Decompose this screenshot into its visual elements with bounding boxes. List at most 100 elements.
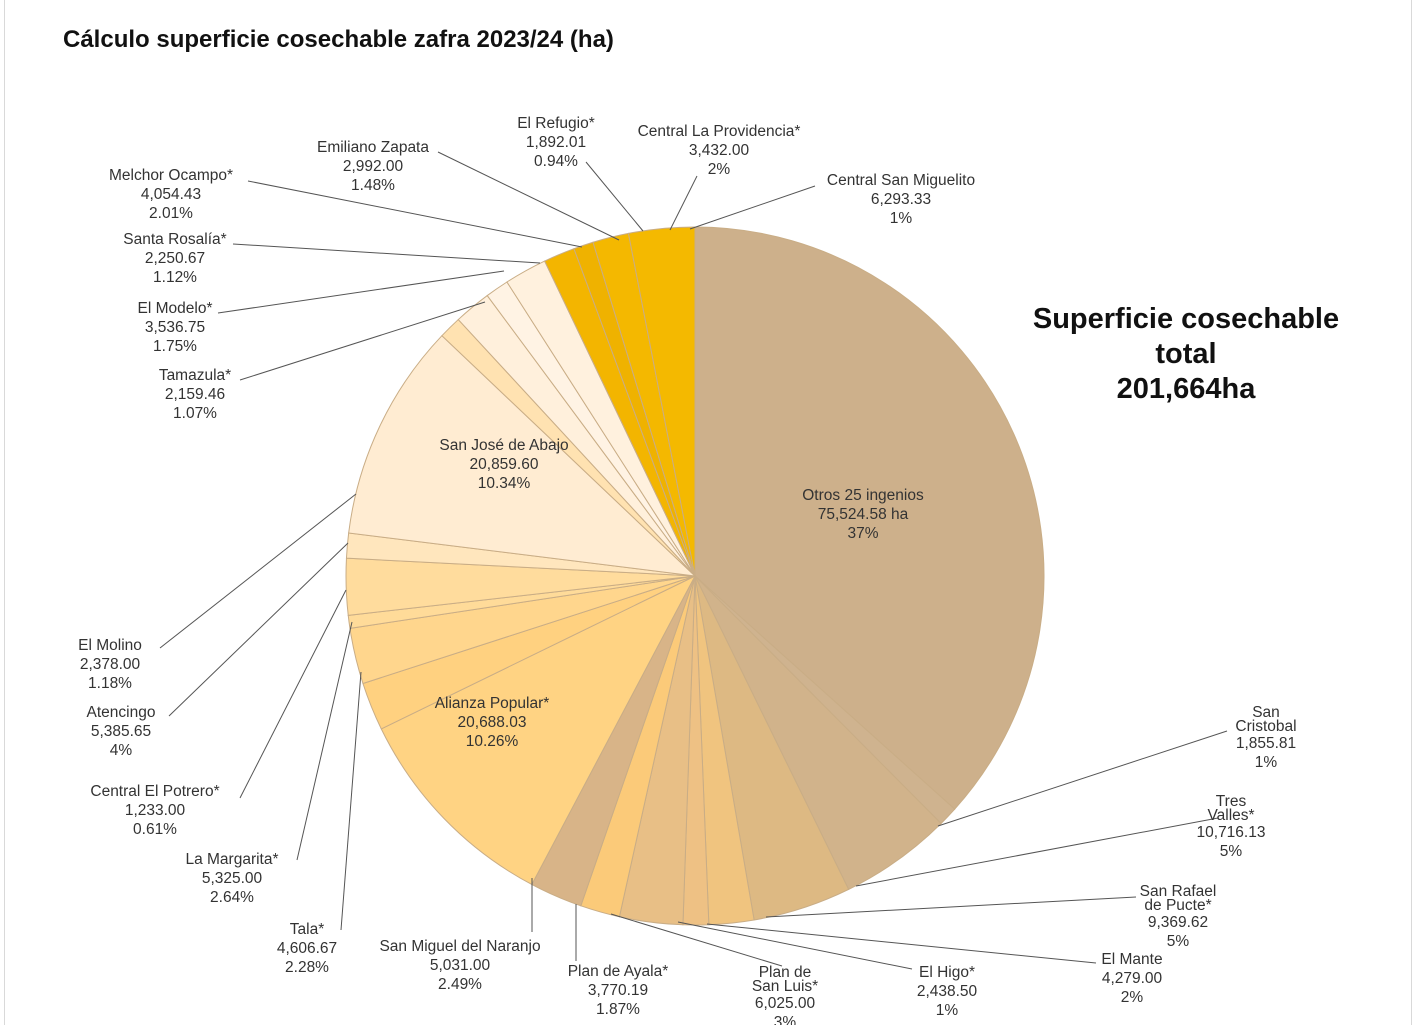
- slice-label-plan-de-ayala: Plan de Ayala* 3,770.19 1.87%: [568, 963, 669, 1018]
- slice-share-plan-de-san-luis: 3%: [774, 1014, 797, 1025]
- slice-value-el-modelo: 3,536.75: [145, 319, 205, 336]
- slice-share-emiliano-zapata: 1.48%: [351, 177, 395, 194]
- slice-label-el-molino: El Molino 2,378.00 1.18%: [78, 637, 142, 692]
- slice-name-plan-de-ayala: Plan de Ayala*: [568, 963, 669, 980]
- slice-share-la-margarita: 2.64%: [210, 889, 254, 906]
- slice-label-alianza-popular: Alianza Popular* 20,688.03 10.26%: [435, 695, 550, 750]
- slice-name-el-mante: El Mante: [1101, 951, 1162, 968]
- slice-name-atencingo: Atencingo: [87, 704, 156, 721]
- slice-share-el-mante: 2%: [1121, 989, 1144, 1006]
- slice-share-tala: 2.28%: [285, 959, 329, 976]
- slice-value-plan-de-ayala: 3,770.19: [588, 982, 648, 999]
- slice-name-tres-valles: Valles*: [1207, 807, 1254, 824]
- slice-name-san-rafael-de-pucte: de Pucte*: [1144, 897, 1211, 914]
- leader-line-central-el-potrero: [239, 589, 347, 799]
- leader-line-tres-valles: [855, 817, 1219, 887]
- slice-name-san-rafael-de-pucte: San Rafael: [1140, 883, 1217, 900]
- slice-name-el-refugio: El Refugio*: [517, 115, 595, 132]
- slice-name-san-cristobal: Cristobal: [1235, 718, 1296, 735]
- slice-value-santa-rosalia: 2,250.67: [145, 250, 205, 267]
- slice-name-otros-25-ingenios: Otros 25 ingenios: [802, 487, 924, 504]
- slice-share-san-cristobal: 1%: [1255, 754, 1278, 771]
- slice-value-central-el-potrero: 1,233.00: [125, 802, 186, 819]
- leader-line-el-refugio: [585, 161, 644, 232]
- leader-line-el-mante: [706, 923, 1097, 964]
- leader-line-el-higo: [677, 921, 913, 970]
- slice-share-el-modelo: 1.75%: [153, 338, 197, 355]
- slice-label-el-higo: El Higo* 2,438.50 1%: [917, 964, 978, 1019]
- slice-share-san-rafael-de-pucte: 5%: [1167, 933, 1190, 950]
- slice-value-san-cristobal: 1,855.81: [1236, 735, 1296, 752]
- slice-label-santa-rosalia: Santa Rosalía* 2,250.67 1.12%: [123, 231, 226, 286]
- leader-line-san-cristobal: [937, 730, 1228, 827]
- slice-name-san-cristobal: San: [1252, 704, 1280, 721]
- slice-share-melchor-ocampo: 2.01%: [149, 205, 193, 222]
- slice-label-el-refugio: El Refugio* 1,892.01 0.94%: [517, 115, 595, 170]
- leader-line-plan-de-san-luis: [610, 913, 783, 967]
- slice-name-la-margarita: La Margarita*: [185, 851, 278, 868]
- slice-value-el-higo: 2,438.50: [917, 983, 978, 1000]
- slice-label-tres-valles: Tres Valles* 10,716.13 5%: [1197, 793, 1266, 860]
- slice-share-tamazula: 1.07%: [173, 405, 217, 422]
- slice-label-tala: Tala* 4,606.67 2.28%: [277, 921, 337, 976]
- slice-share-el-refugio: 0.94%: [534, 153, 578, 170]
- leader-line-el-modelo: [217, 270, 505, 314]
- slice-label-el-mante: El Mante 4,279.00 2%: [1101, 951, 1162, 1006]
- slice-share-central-san-miguelito: 1%: [890, 210, 913, 227]
- leader-line-melchor-ocampo: [247, 180, 583, 248]
- slice-share-alianza-popular: 10.26%: [466, 733, 519, 750]
- slice-label-central-la-providencia: Central La Providencia* 3,432.00 2%: [638, 123, 801, 178]
- slice-value-plan-de-san-luis: 6,025.00: [755, 995, 816, 1012]
- slice-name-central-el-potrero: Central El Potrero*: [90, 783, 219, 800]
- pie-slice-otros-25-ingenios: [694, 226, 1045, 810]
- slice-label-central-el-potrero: Central El Potrero* 1,233.00 0.61%: [90, 783, 219, 838]
- chart-title: Cálculo superficie cosechable zafra 2023…: [63, 26, 614, 53]
- pie-slice-alianza-popular: [380, 574, 697, 886]
- total-annotation-line-3: 201,664ha: [1116, 373, 1256, 405]
- leader-line-central-san-miguelito: [689, 185, 816, 230]
- slice-value-central-san-miguelito: 6,293.33: [871, 191, 931, 208]
- slice-share-plan-de-ayala: 1.87%: [596, 1001, 640, 1018]
- slice-label-la-margarita: La Margarita* 5,325.00 2.64%: [185, 851, 278, 906]
- leader-line-san-rafael-de-pucte: [765, 896, 1137, 918]
- slice-label-otros-25-ingenios: Otros 25 ingenios 75,524.58 ha 37%: [802, 487, 924, 542]
- slice-name-el-higo: El Higo*: [919, 964, 975, 981]
- slice-value-san-miguel-del-naranjo: 5,031.00: [430, 957, 491, 974]
- slice-name-el-modelo: El Modelo*: [138, 300, 213, 317]
- leader-line-santa-rosalia: [232, 243, 541, 264]
- slice-name-central-la-providencia: Central La Providencia*: [638, 123, 801, 140]
- slice-share-central-la-providencia: 2%: [708, 161, 731, 178]
- slice-name-san-jose-de-abajo: San José de Abajo: [439, 437, 568, 454]
- slice-label-el-modelo: El Modelo* 3,536.75 1.75%: [138, 300, 213, 355]
- total-annotation-line-1: Superficie cosechable: [1032, 303, 1340, 335]
- leader-line-el-molino: [159, 493, 357, 649]
- leader-line-central-la-providencia: [669, 175, 698, 231]
- slice-label-san-jose-de-abajo: San José de Abajo 20,859.60 10.34%: [439, 437, 568, 492]
- slice-value-la-margarita: 5,325.00: [202, 870, 263, 887]
- slice-name-melchor-ocampo: Melchor Ocampo*: [109, 167, 233, 184]
- chart-frame: [4, 0, 1412, 1025]
- slice-label-san-miguel-del-naranjo: San Miguel del Naranjo 5,031.00 2.49%: [379, 938, 540, 993]
- slice-value-atencingo: 5,385.65: [91, 723, 151, 740]
- slice-value-san-jose-de-abajo: 20,859.60: [470, 456, 539, 473]
- slice-name-santa-rosalia: Santa Rosalía*: [123, 231, 226, 248]
- slice-label-melchor-ocampo: Melchor Ocampo* 4,054.43 2.01%: [109, 167, 233, 222]
- slice-label-san-rafael-de-pucte: San Rafael de Pucte* 9,369.62 5%: [1140, 883, 1217, 950]
- slice-name-el-molino: El Molino: [78, 637, 142, 654]
- slice-share-el-molino: 1.18%: [88, 675, 132, 692]
- slice-value-tres-valles: 10,716.13: [1197, 824, 1266, 841]
- slice-name-plan-de-san-luis: Plan de: [759, 964, 812, 981]
- slice-value-el-mante: 4,279.00: [1102, 970, 1163, 987]
- slice-label-atencingo: Atencingo 5,385.65 4%: [87, 704, 156, 759]
- leader-line-emiliano-zapata: [437, 151, 620, 241]
- slice-value-tamazula: 2,159.46: [165, 386, 225, 403]
- slice-label-emiliano-zapata: Emiliano Zapata 2,992.00 1.48%: [317, 139, 429, 194]
- slice-name-emiliano-zapata: Emiliano Zapata: [317, 139, 429, 156]
- total-annotation-line-2: total: [1155, 338, 1217, 370]
- slice-share-tres-valles: 5%: [1220, 843, 1243, 860]
- slice-value-emiliano-zapata: 2,992.00: [343, 158, 404, 175]
- slice-name-tala: Tala*: [290, 921, 324, 938]
- slice-value-alianza-popular: 20,688.03: [458, 714, 527, 731]
- slice-share-san-jose-de-abajo: 10.34%: [478, 475, 531, 492]
